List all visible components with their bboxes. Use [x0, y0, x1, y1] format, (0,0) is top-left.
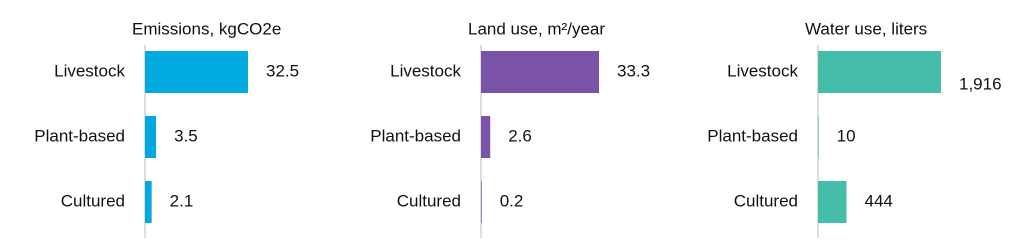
value-label: 32.5 — [266, 61, 299, 80]
chart-title: Emissions, kgCO2e — [132, 19, 281, 38]
bar — [481, 116, 491, 158]
bar — [481, 51, 599, 93]
value-label: 2.6 — [508, 126, 532, 145]
bar — [145, 51, 248, 93]
category-label: Plant-based — [34, 126, 125, 145]
bar — [481, 181, 482, 223]
bar — [145, 181, 152, 223]
value-label: 3.5 — [174, 126, 198, 145]
category-label: Livestock — [390, 61, 461, 80]
bar — [145, 116, 157, 158]
category-label: Cultured — [734, 191, 798, 210]
value-label: 1,916 — [959, 74, 1002, 93]
category-label: Livestock — [727, 61, 798, 80]
category-label: Cultured — [397, 191, 461, 210]
value-label: 2.1 — [170, 191, 194, 210]
chart-title: Land use, m²/year — [468, 19, 605, 38]
chart-title: Water use, liters — [805, 19, 927, 38]
value-label: 10 — [837, 126, 856, 145]
category-label: Plant-based — [707, 126, 798, 145]
value-label: 444 — [865, 191, 893, 210]
bar — [818, 51, 941, 93]
value-label: 33.3 — [617, 61, 650, 80]
bar — [818, 116, 819, 158]
bar — [818, 181, 847, 223]
value-label: 0.2 — [500, 191, 524, 210]
category-label: Livestock — [54, 61, 125, 80]
category-label: Cultured — [61, 191, 125, 210]
category-label: Plant-based — [370, 126, 461, 145]
